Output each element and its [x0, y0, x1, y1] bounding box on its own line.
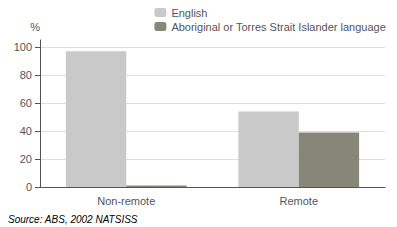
svg-text:Aboriginal or Torres Strait Is: Aboriginal or Torres Strait Islander lan… [171, 21, 385, 33]
svg-text:Remote: Remote [279, 195, 318, 207]
svg-text:40: 40 [20, 125, 32, 137]
svg-text:60: 60 [20, 97, 32, 109]
svg-text:80: 80 [20, 69, 32, 81]
svg-text:100: 100 [14, 41, 32, 53]
svg-text:20: 20 [20, 153, 32, 165]
svg-text:%: % [30, 21, 40, 33]
svg-text:0: 0 [26, 181, 32, 193]
svg-text:English: English [171, 7, 207, 19]
svg-text:Non-remote: Non-remote [97, 195, 155, 207]
svg-text:Source: ABS, 2002 NATSISS: Source: ABS, 2002 NATSISS [8, 214, 138, 225]
